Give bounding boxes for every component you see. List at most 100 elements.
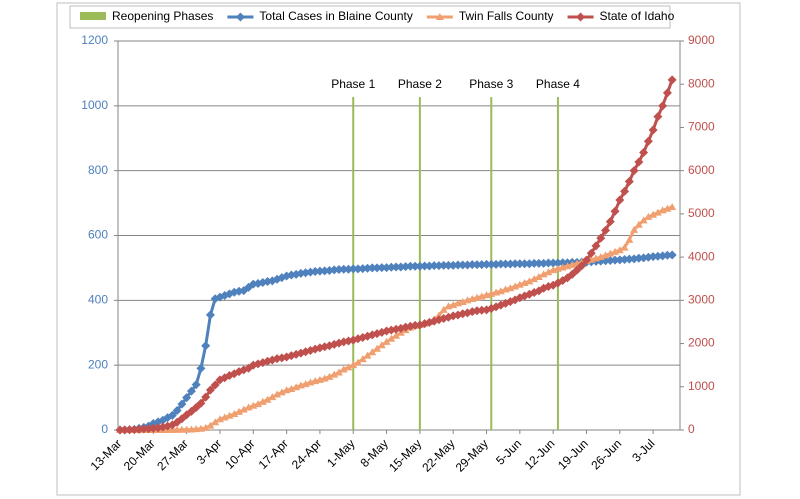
y2-tick-label: 5000 <box>688 206 715 220</box>
phase-label: Phase 1 <box>331 77 375 91</box>
y2-tick-label: 2000 <box>688 336 715 350</box>
data-point <box>649 210 658 218</box>
data-point <box>382 337 391 345</box>
data-point <box>139 424 149 434</box>
data-point <box>268 393 277 401</box>
legend-label: Total Cases in Blaine County <box>259 9 412 23</box>
x-tick-label: 24-Apr <box>289 436 324 471</box>
data-point <box>377 263 387 273</box>
data-point <box>458 260 468 270</box>
data-point <box>177 399 187 409</box>
data-point <box>610 206 620 216</box>
data-point <box>539 270 548 278</box>
x-tick-label: 22-May <box>419 436 457 474</box>
x-tick-label: 27-Mar <box>154 436 191 473</box>
data-point <box>601 225 611 235</box>
data-point <box>572 265 582 275</box>
data-point <box>501 259 511 269</box>
data-point <box>472 260 482 270</box>
y-tick-label: 800 <box>88 163 108 177</box>
data-point <box>520 259 530 269</box>
data-point <box>339 365 348 373</box>
data-point <box>373 344 382 352</box>
data-point <box>620 243 629 251</box>
data-point <box>277 388 286 396</box>
x-tick-label: 5-Jun <box>493 436 524 467</box>
data-point <box>486 259 496 269</box>
phase-label: Phase 3 <box>469 77 513 91</box>
data-point <box>496 259 506 269</box>
data-point <box>439 305 448 313</box>
data-point <box>182 393 192 403</box>
y-tick-label: 600 <box>88 228 108 242</box>
x-tick-label: 12-Jun <box>522 436 558 472</box>
data-point <box>330 370 339 378</box>
data-point <box>482 259 492 269</box>
data-point <box>405 261 415 271</box>
data-point <box>624 254 634 264</box>
data-point <box>429 261 439 271</box>
data-point <box>634 157 644 167</box>
data-point <box>186 386 196 396</box>
data-point <box>634 220 643 228</box>
data-point <box>534 258 544 268</box>
data-point <box>624 176 634 186</box>
data-point <box>625 235 634 243</box>
data-point <box>653 112 663 122</box>
data-point <box>558 258 568 268</box>
phase-label: Phase 4 <box>536 77 580 91</box>
data-point <box>630 225 639 233</box>
data-point <box>273 390 282 398</box>
data-point <box>201 423 210 431</box>
data-point <box>125 425 135 435</box>
data-point <box>358 355 367 363</box>
data-point <box>201 392 211 402</box>
data-point <box>129 425 139 435</box>
legend-marker <box>235 12 245 22</box>
data-point <box>668 202 677 210</box>
chart-frame <box>56 2 741 496</box>
y2-tick-label: 4000 <box>688 249 715 263</box>
legend-frame <box>69 5 671 29</box>
x-tick-label: 13-Mar <box>88 436 125 473</box>
data-point <box>191 403 201 413</box>
legend-marker <box>576 12 586 22</box>
data-point <box>339 264 349 274</box>
data-point <box>348 264 358 274</box>
x-tick-label: 29-May <box>453 436 491 474</box>
data-point <box>420 261 430 271</box>
y2-tick-label: 6000 <box>688 163 715 177</box>
x-tick-label: 10-Apr <box>222 436 257 471</box>
data-point <box>586 248 596 258</box>
x-tick-label: 19-Jun <box>555 436 591 472</box>
data-point <box>529 258 539 268</box>
data-point <box>258 397 267 405</box>
data-point <box>615 195 625 205</box>
data-point <box>167 410 177 420</box>
data-point <box>205 385 215 395</box>
phase-label: Phase 2 <box>398 77 442 91</box>
data-point <box>115 425 125 435</box>
data-point <box>196 398 206 408</box>
data-point <box>658 101 668 111</box>
data-point <box>205 310 215 320</box>
y2-tick-label: 0 <box>688 422 695 436</box>
data-point <box>206 421 215 429</box>
data-point <box>443 260 453 270</box>
y2-tick-label: 9000 <box>688 33 715 47</box>
data-point <box>467 260 477 270</box>
data-point <box>525 277 534 285</box>
y2-tick-label: 7000 <box>688 120 715 134</box>
data-point <box>605 217 615 227</box>
data-point <box>453 260 463 270</box>
legend-swatch <box>80 12 106 20</box>
data-point <box>643 252 653 262</box>
data-point <box>510 259 520 269</box>
data-point <box>196 363 206 373</box>
data-point <box>544 268 553 276</box>
data-point <box>643 136 653 146</box>
y-tick-label: 200 <box>88 357 108 371</box>
data-point <box>577 261 587 271</box>
